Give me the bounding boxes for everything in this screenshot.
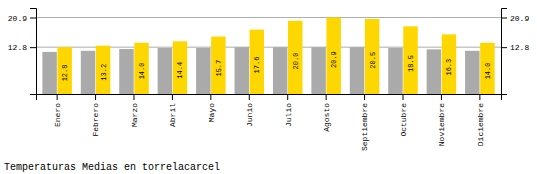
tick-mark — [172, 94, 173, 100]
data-label: 15.7 — [215, 60, 223, 77]
tick: 20.9 — [501, 14, 529, 23]
tick-label: Junio — [245, 103, 254, 127]
tick-mark — [441, 94, 442, 100]
tick-mark — [133, 94, 134, 100]
tick-label: Abril — [168, 103, 177, 127]
data-label: 20.0 — [292, 53, 300, 70]
tick-label: Mayo — [207, 103, 216, 122]
bar — [196, 48, 210, 94]
chart: 12.8 13.2 14.0 14.4 15.7 17.6 20.0 20.9 20.5 18.5… — [0, 0, 537, 174]
tick: Octubre — [399, 94, 408, 137]
tick-label: Octubre — [399, 103, 408, 137]
tick-label: Febrero — [91, 103, 100, 137]
bar — [42, 52, 56, 94]
tick: Febrero — [91, 94, 100, 137]
bar — [134, 43, 148, 94]
tick-mark — [501, 18, 507, 19]
grid-line — [36, 17, 501, 18]
tick-label: Diciembre — [476, 103, 485, 146]
tick: 20.9 — [8, 14, 36, 23]
x-axis: Enero Febrero Marzo Abril Mayo Junio Julio Agos… — [37, 94, 502, 151]
tick: 12.8 — [8, 43, 36, 52]
bar — [250, 30, 264, 94]
tick-mark — [210, 94, 211, 100]
tick-label: 12.8 — [8, 43, 27, 52]
tick-mark — [30, 18, 36, 19]
tick: Noviembre — [437, 94, 446, 146]
tick-mark — [501, 47, 507, 48]
bar — [81, 51, 95, 94]
tick-mark — [95, 94, 96, 100]
tick-mark — [326, 94, 327, 100]
axis-line — [502, 9, 508, 95]
bar — [442, 34, 456, 94]
y-axis: 12.8 20.9 — [8, 9, 37, 95]
axis-line — [37, 95, 502, 101]
data-label: 18.5 — [407, 55, 415, 72]
bar — [119, 49, 133, 94]
data-label: 17.6 — [253, 57, 261, 74]
tick-label: Julio — [284, 103, 293, 127]
bar — [211, 37, 225, 94]
bar — [311, 47, 325, 94]
bar — [388, 48, 402, 94]
bar — [273, 47, 287, 94]
data-label: 14.4 — [176, 62, 184, 79]
bar — [173, 41, 187, 94]
data-labels: 12.8 13.2 14.0 14.4 15.7 17.6 20.0 20.9 20.5 18.5… — [61, 51, 492, 81]
tick-label: 20.9 — [510, 14, 529, 23]
tick-label: Marzo — [130, 103, 139, 127]
bar — [96, 46, 110, 94]
tick: Junio — [245, 94, 254, 127]
bar-series — [57, 18, 494, 94]
title: Temperaturas Medias en torrelacarcel — [4, 162, 220, 173]
tick-mark — [249, 94, 250, 100]
bar — [350, 47, 364, 94]
data-label: 14.0 — [138, 63, 146, 80]
bar — [235, 47, 249, 94]
data-label: 12.8 — [61, 65, 69, 82]
bar — [465, 51, 479, 94]
tick-label: Noviembre — [437, 103, 446, 146]
tick-mark — [57, 94, 58, 100]
tick: Diciembre — [476, 94, 485, 146]
tick-label: Agosto — [322, 103, 331, 132]
bar — [57, 47, 71, 94]
tick: Septiembre — [360, 94, 369, 151]
data-label: 20.9 — [330, 51, 338, 68]
data-label: 14.0 — [484, 63, 492, 80]
bar — [326, 18, 340, 94]
data-label: 20.5 — [369, 52, 377, 69]
tick: Mayo — [207, 94, 216, 122]
tick-label: 12.8 — [510, 43, 529, 52]
tick-mark — [30, 47, 36, 48]
bar — [365, 19, 379, 94]
tick-mark — [479, 94, 480, 100]
bar — [427, 49, 441, 94]
tick: Julio — [284, 94, 293, 127]
tick-mark — [287, 94, 288, 100]
tick-label: Enero — [53, 103, 62, 127]
grid — [36, 18, 501, 48]
tick: Abril — [168, 94, 177, 127]
bar — [480, 43, 494, 94]
tick: Agosto — [322, 94, 331, 132]
bar — [403, 26, 417, 94]
data-label: 13.2 — [100, 64, 108, 81]
tick-label: 20.9 — [8, 14, 27, 23]
y2-axis: 12.8 20.9 — [501, 9, 529, 95]
tick: 12.8 — [501, 43, 529, 52]
tick-mark — [403, 94, 404, 100]
tick: Marzo — [130, 94, 139, 127]
bars — [42, 18, 494, 94]
axis-line — [30, 9, 37, 95]
data-label: 16.3 — [445, 59, 453, 76]
tick-label: Septiembre — [360, 103, 369, 151]
bar — [288, 21, 302, 94]
plot: 12.8 13.2 14.0 14.4 15.7 17.6 20.0 20.9 20.5 18.5… — [8, 9, 530, 152]
tick: Enero — [53, 94, 62, 127]
tick-mark — [364, 94, 365, 100]
bar — [158, 48, 172, 94]
